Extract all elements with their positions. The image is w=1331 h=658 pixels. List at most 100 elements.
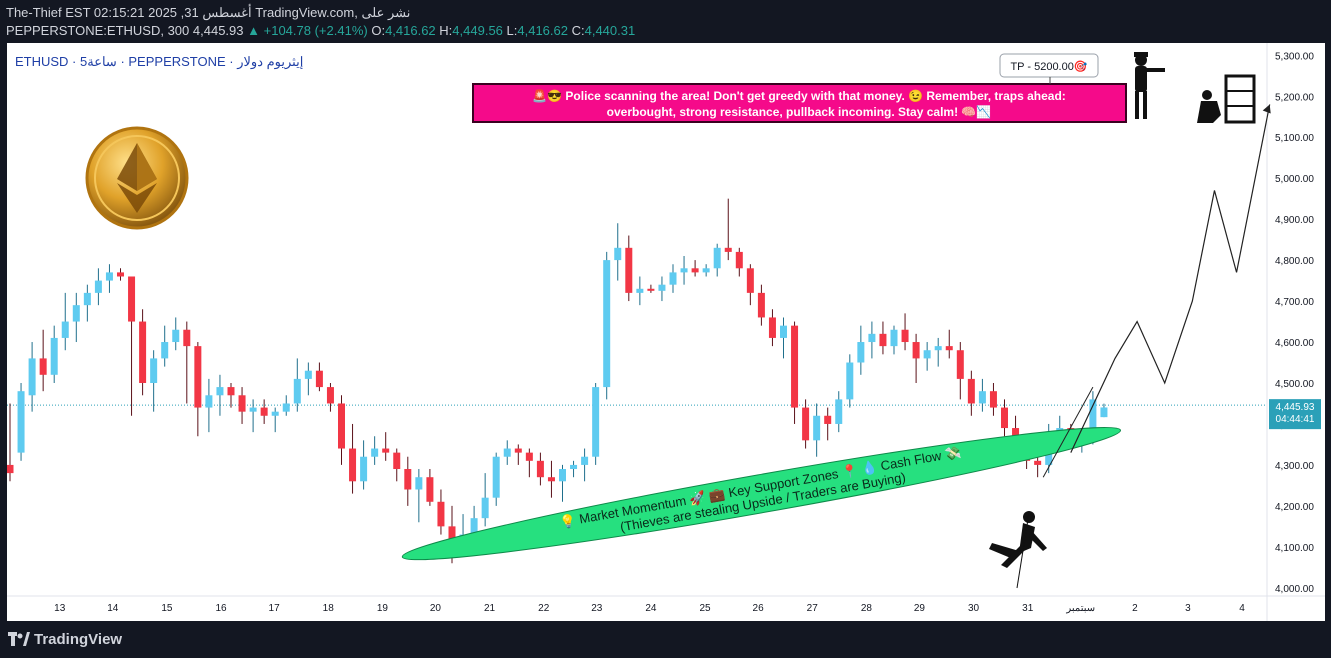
x-tick-label: 18 [323,603,335,614]
candle-body [128,276,136,322]
tp-callout: TP - 5200.00🎯 [999,53,1099,84]
candle-body [492,456,500,498]
x-tick-label: سبتمبر [1065,603,1095,614]
trend-line [1042,386,1094,478]
candle-body [680,268,688,273]
candle-body [150,358,158,383]
candle-body [315,370,323,388]
banner-line2: overbought, strong resistance, pullback … [607,105,992,119]
candle-body [669,272,677,285]
y-tick-label: 4,500.00 [1275,379,1314,390]
open-value: 4,416.62 [385,23,436,38]
x-tick-label: 20 [430,603,442,614]
candle-body [249,407,257,412]
footer-bar: TradingView [0,622,1331,658]
candle-body [724,247,732,252]
x-tick-label: 19 [377,603,389,614]
x-tick-label: 21 [484,603,496,614]
candle-body [791,325,799,408]
candle-body [647,288,655,291]
candle-body [360,456,368,482]
y-tick-label: 4,200.00 [1275,502,1314,513]
x-tick-label: 4 [1239,603,1245,614]
price-tag-value: 4,445.93 [1276,402,1315,413]
high-label: H: [439,23,453,38]
y-tick-label: 5,300.00 [1275,51,1314,62]
banner: 🚨😎 Police scanning the area! Don't get g… [472,83,1127,123]
up-arrow-icon: ▲ [247,23,260,38]
last-price: 4,445.93 [192,23,244,38]
candle-body [956,350,964,379]
candle-body [404,469,412,490]
candle-body [614,247,622,261]
candle-body [326,387,334,404]
candle-body [117,272,124,277]
ohlc-line: PEPPERSTONE:ETHUSD, 300 4,445.93 ▲ +104.… [6,23,635,38]
candlestick-chart[interactable]: 4,000.004,100.004,200.004,300.004,400.00… [7,43,1325,621]
candle-body [691,268,699,273]
candle-body [139,321,147,383]
candle-body [901,329,909,343]
candle-body [735,251,743,269]
candle-body [603,260,611,388]
projection-arrow-icon [1262,104,1271,114]
candle-body [658,284,666,291]
y-tick-label: 5,000.00 [1275,174,1314,185]
x-tick-label: 31 [1022,603,1034,614]
candle-body [746,268,754,293]
tp-box [999,53,1099,78]
candle-body [1001,407,1008,429]
close-label: C: [571,23,585,38]
candle-body [216,387,224,396]
candle-body [183,329,191,347]
candle-body [879,333,887,347]
price-tag-box [1269,399,1321,430]
climbing-thief-icon [989,511,1047,589]
candle-body [625,247,633,293]
candle-body [1034,460,1042,465]
candle-body [94,280,102,293]
y-tick-label: 5,100.00 [1275,133,1314,144]
candle-body [1100,407,1108,418]
candle-body [1089,399,1097,437]
candle-body [39,358,47,375]
candle-body [989,391,997,408]
low-label: L: [506,23,518,38]
candle-body [824,415,832,424]
x-tick-label: 15 [161,603,173,614]
candle-body [503,448,511,457]
candle-body [393,452,401,470]
candle-body [371,448,379,457]
banner-line1: 🚨😎 Police scanning the area! Don't get g… [532,89,1066,103]
tp-label: TP - 5200.00🎯 [1010,60,1087,73]
tradingview-logo[interactable]: TradingView [8,631,122,648]
x-tick-label: 23 [591,603,603,614]
x-tick-label: 26 [753,603,765,614]
candle-body [967,378,975,404]
y-tick-label: 4,700.00 [1275,297,1314,308]
chart-frame[interactable]: 4,000.004,100.004,200.004,300.004,400.00… [7,43,1325,621]
x-tick-label: 28 [861,603,873,614]
candle-body [945,346,953,351]
candle-body [50,337,58,375]
x-tick-label: 2 [1132,603,1138,614]
candle-body [448,526,456,539]
low-value: 4,416.62 [517,23,568,38]
support-ellipse [401,427,1122,561]
symbol-label: PEPPERSTONE:ETHUSD, 300 [6,23,190,38]
x-tick-label: 22 [538,603,550,614]
price-axis[interactable]: 4,000.004,100.004,200.004,300.004,400.00… [1275,51,1314,595]
candle-body [415,477,423,490]
candle-body [813,415,821,441]
publish-line: The-Thief EST 02:15:21 2025 ,31 ‪أغسطس‬ … [6,5,411,20]
candle-body [581,456,589,465]
candle-body [547,477,555,482]
projection-path [1070,104,1271,453]
open-label: O: [371,23,386,38]
candle-body [293,378,301,404]
time-axis[interactable]: 13 14 15 16 17 18 19 20 21 22 23 24 25 26 27 28 29 30 31 سب… [54,603,1245,614]
candle-body [857,342,865,363]
candle-body [426,477,434,502]
candle-body [437,501,445,527]
y-tick-label: 4,300.00 [1275,461,1314,472]
